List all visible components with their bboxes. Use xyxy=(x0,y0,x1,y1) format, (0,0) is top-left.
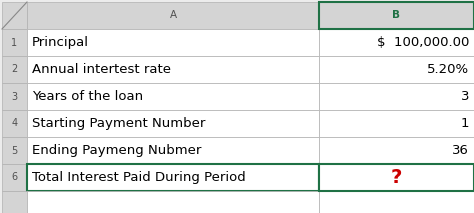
Bar xyxy=(27,56,319,83)
Bar xyxy=(319,191,474,213)
Text: 3: 3 xyxy=(11,92,18,102)
Text: 36: 36 xyxy=(452,144,469,157)
Text: 1: 1 xyxy=(11,37,18,47)
Text: Total Interest Paid During Period: Total Interest Paid During Period xyxy=(32,171,246,184)
Text: 5.20%: 5.20% xyxy=(427,63,469,76)
Bar xyxy=(2,83,27,110)
Bar xyxy=(2,164,27,191)
Bar xyxy=(319,56,474,83)
Bar xyxy=(2,110,27,137)
Bar xyxy=(27,137,319,164)
Text: 4: 4 xyxy=(11,118,18,128)
Bar xyxy=(27,2,319,29)
Bar xyxy=(2,191,27,213)
Bar xyxy=(319,164,474,191)
Text: B: B xyxy=(392,10,401,20)
Bar xyxy=(319,29,474,56)
Text: Principal: Principal xyxy=(32,36,89,49)
Text: Years of the loan: Years of the loan xyxy=(32,90,143,103)
Text: ?: ? xyxy=(391,168,402,187)
Bar xyxy=(27,191,319,213)
Bar xyxy=(319,2,474,29)
Text: A: A xyxy=(169,10,176,20)
Bar xyxy=(27,110,319,137)
Text: 5: 5 xyxy=(11,145,18,155)
Text: $  100,000.00: $ 100,000.00 xyxy=(377,36,469,49)
Bar xyxy=(2,137,27,164)
Bar xyxy=(2,56,27,83)
Bar xyxy=(27,164,319,191)
Text: 1: 1 xyxy=(461,117,469,130)
Text: 3: 3 xyxy=(461,90,469,103)
Bar xyxy=(2,29,27,56)
Text: 6: 6 xyxy=(11,173,18,183)
Bar xyxy=(27,29,319,56)
Text: 2: 2 xyxy=(11,65,18,75)
Bar xyxy=(319,137,474,164)
Text: Ending Paymeng Nubmer: Ending Paymeng Nubmer xyxy=(32,144,201,157)
Bar xyxy=(2,2,27,29)
Text: Annual intertest rate: Annual intertest rate xyxy=(32,63,171,76)
Text: Starting Payment Number: Starting Payment Number xyxy=(32,117,205,130)
Bar xyxy=(319,83,474,110)
Bar xyxy=(27,83,319,110)
Bar xyxy=(319,110,474,137)
